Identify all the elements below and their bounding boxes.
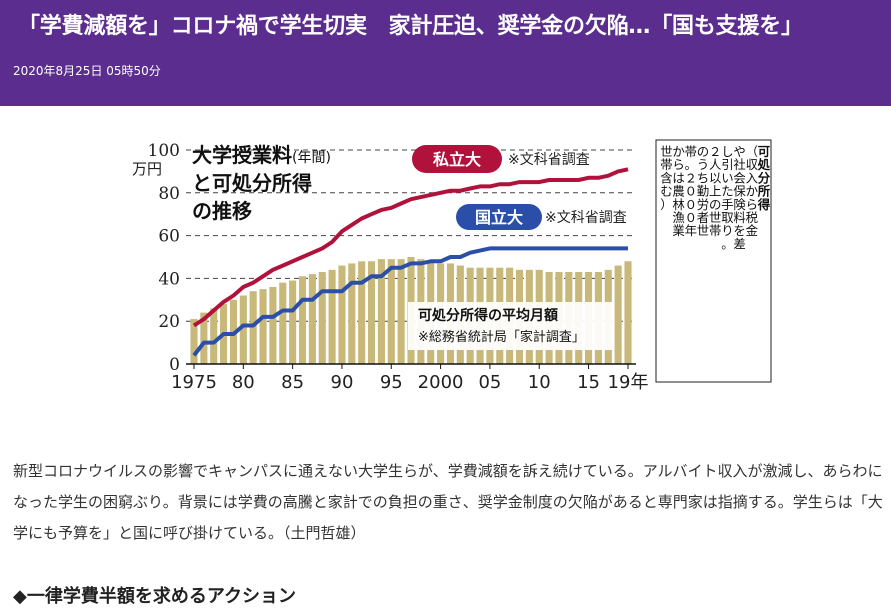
axes: 0 20 40 60 80 100 1975 80 85 90 95 2000 05 10 15 19年 [148, 141, 649, 392]
article-lead-paragraph: 新型コロナウイルスの影響でキャンパスに通えない大学生らが、学費減額を訴え続けてい… [13, 462, 883, 542]
private-source-label: ※文科省調査 [508, 152, 590, 168]
y-tick-label: 60 [158, 227, 180, 247]
national-source-label: ※文科省調査 [545, 210, 627, 226]
article-header: 「学費減額を」コロナ禍で学生切実 家計圧迫、奨学金の欠陥…「国も支援を」 202… [0, 0, 891, 106]
note-column: し引いた手取り。 [721, 144, 733, 251]
income-legend-box [408, 302, 614, 350]
income-source-label: ※総務省統計局「家計調査」 [418, 329, 585, 345]
income-bar [269, 286, 277, 364]
income-bar [200, 312, 208, 364]
income-legend-label: 可処分所得の平均月額 [418, 307, 558, 324]
y-tick-label: 40 [158, 269, 180, 289]
chart-labels: 万円 大学授業料(年間) と可処分所得 の推移 私立大 ※文科省調査 国立大 ※… [132, 143, 627, 350]
note-column: 帯。２０００年 [685, 144, 697, 238]
income-bar [190, 319, 198, 364]
income-bar [279, 282, 287, 364]
chart-title: 大学授業料(年間) [192, 143, 331, 167]
x-tick-label: 1975 [171, 372, 217, 392]
income-bar [249, 291, 257, 364]
x-tick-label: 85 [281, 372, 304, 392]
x-tick-label: 05 [478, 372, 501, 392]
income-bar [298, 276, 307, 364]
private-tuition-line [192, 167, 629, 328]
income-bar [318, 271, 326, 364]
income-bar [308, 274, 316, 364]
note-column: からは農林漁業 [672, 144, 685, 238]
note-column: ２人以上の世帯 [709, 144, 721, 238]
tuition-income-chart: 0 20 40 60 80 100 1975 80 85 90 95 2000 05 10 15 19年 万円… [128, 130, 774, 392]
note-column: 可処分所得 [757, 144, 771, 212]
y-unit-label: 万円 [132, 160, 162, 178]
income-bar [377, 259, 385, 364]
publish-date: 2020年8月25日 05時50分 [13, 64, 161, 78]
x-tick-label: 90 [331, 372, 354, 392]
income-bar [259, 289, 267, 364]
national-tuition-line [192, 246, 628, 357]
income-bar [397, 259, 405, 364]
disposable-income-note: 可処分所得（収入から税金や社会保険料を差し引いた手取り。２人以上の世帯のうち勤労… [655, 139, 772, 383]
note-column: 世帯含む） [660, 144, 672, 212]
private-legend-box [412, 145, 502, 173]
y-tick-label: 20 [158, 312, 180, 332]
chart-svg: 0 20 40 60 80 100 1975 80 85 90 95 2000 05 10 15 19年 万円… [132, 139, 772, 392]
income-bar [210, 308, 218, 364]
x-tick-label: 10 [528, 372, 551, 392]
income-bar [367, 261, 376, 364]
tuition-lines [192, 167, 629, 357]
income-bar [624, 261, 632, 364]
section-heading: ◆一律学費半額を求めるアクション [13, 586, 296, 607]
income-bar [614, 265, 622, 364]
x-tick-label: 95 [380, 372, 403, 392]
income-bar [348, 263, 356, 364]
income-bar [328, 269, 336, 364]
note-box [655, 139, 772, 383]
note-column: （収入から税金 [746, 144, 759, 238]
chart-title-line3: の推移 [192, 199, 252, 223]
income-bar [338, 265, 346, 364]
x-tick-label: 15 [577, 372, 600, 392]
national-legend-box [456, 204, 542, 230]
y-tick-label: 100 [148, 141, 180, 161]
y-tick-label: 0 [169, 355, 180, 375]
headline: 「学費減額を」コロナ禍で学生切実 家計圧迫、奨学金の欠陥…「国も支援を」 [18, 14, 803, 39]
x-tick-label: 2000 [418, 372, 464, 392]
income-bar [239, 295, 247, 364]
national-legend-label: 国立大 [475, 208, 523, 227]
income-bar [358, 261, 366, 364]
income-bar [289, 280, 297, 364]
chart-title-line2: と可処分所得 [192, 171, 312, 195]
private-legend-label: 私立大 [433, 150, 481, 169]
x-tick-label: 80 [232, 372, 255, 392]
y-tick-label: 80 [158, 184, 180, 204]
note-column: や社会保険料を差 [733, 144, 746, 251]
x-tick-label: 19年 [608, 372, 649, 392]
note-column: のうち勤労者世 [697, 144, 709, 238]
income-bar [387, 259, 395, 364]
